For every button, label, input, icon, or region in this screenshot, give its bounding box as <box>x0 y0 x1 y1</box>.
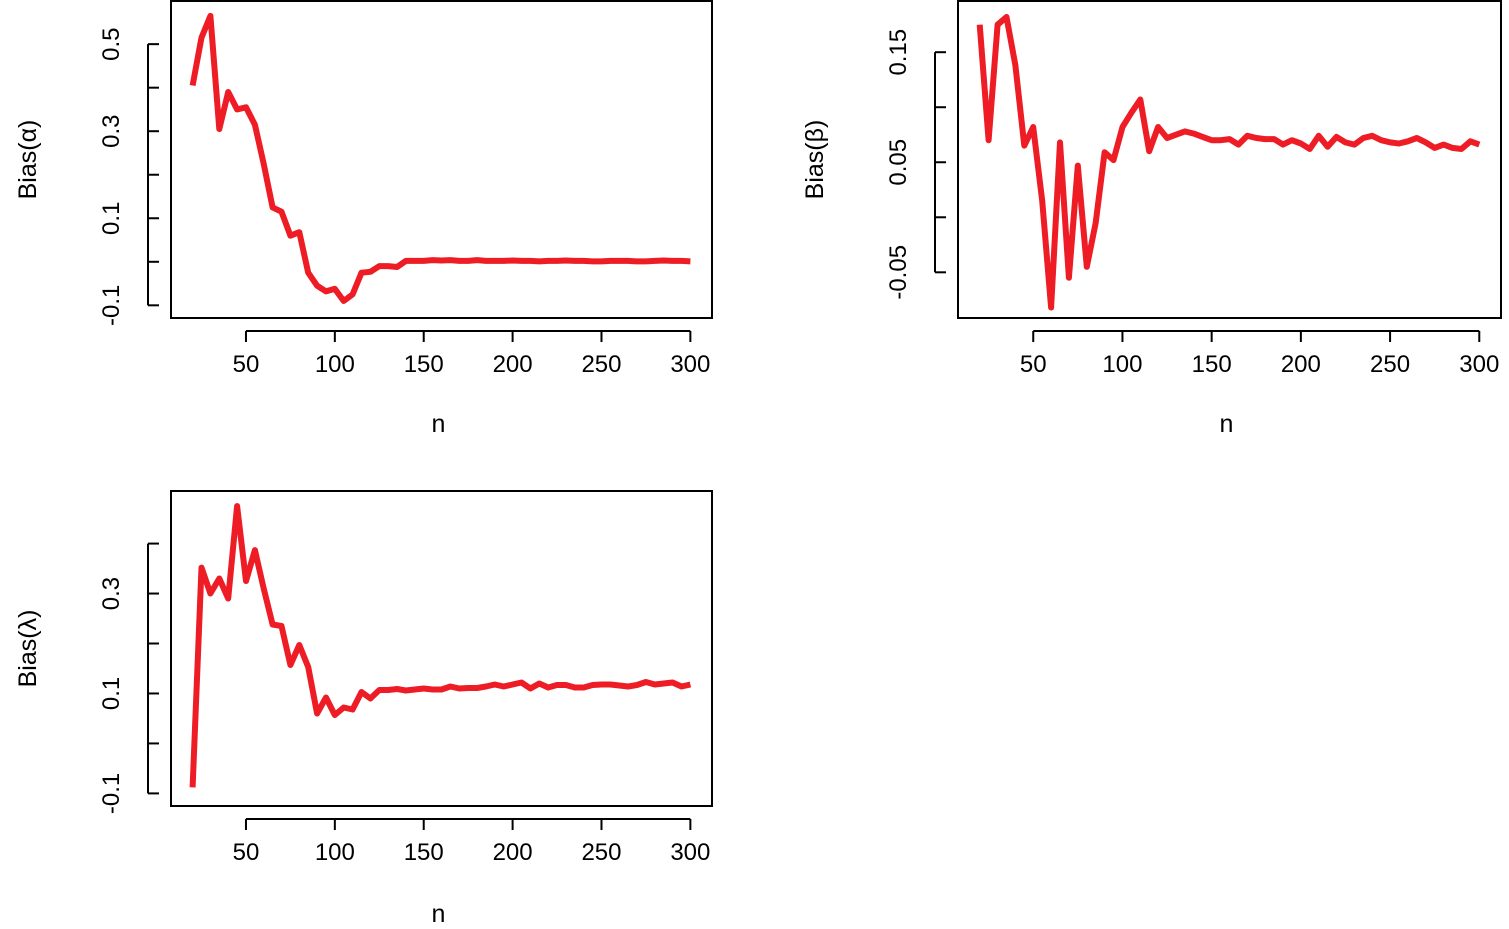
x-tick-label: 250 <box>581 839 621 866</box>
y-tick-label: -0.05 <box>885 245 912 300</box>
x-axis-title: n <box>432 410 446 438</box>
x-axis-title: n <box>432 900 446 928</box>
x-tick-label: 300 <box>670 839 710 866</box>
plot-frame <box>171 491 712 806</box>
x-tick-label: 50 <box>1020 351 1047 378</box>
x-tick-label: 250 <box>1370 351 1410 378</box>
y-tick-label: 0.15 <box>885 29 912 76</box>
y-axis-title: Bias(λ) <box>14 610 42 688</box>
x-tick-label: 200 <box>493 351 533 378</box>
series-line-1 <box>193 506 691 787</box>
chart-panel-1: 50 100 150 200 250 300 -0.1 0.1 0.3 0.5 n Bias(α) <box>14 1 712 438</box>
x-tick-label: 150 <box>404 351 444 378</box>
y-tick-label: 0.1 <box>98 677 125 710</box>
y-axis-title: Bias(β) <box>801 120 829 200</box>
y-tick-label: 0.5 <box>98 27 125 60</box>
x-tick-label: 150 <box>1192 351 1232 378</box>
y-tick-label: 0.1 <box>98 202 125 235</box>
plot-frame <box>171 1 712 318</box>
y-tick-label: -0.1 <box>98 773 125 814</box>
y-tick-label: 0.3 <box>98 115 125 148</box>
x-tick-label: 150 <box>404 839 444 866</box>
x-axis-title: n <box>1220 410 1234 438</box>
x-tick-label: 50 <box>233 351 260 378</box>
x-tick-label: 300 <box>1459 351 1499 378</box>
x-tick-label: 200 <box>1281 351 1321 378</box>
y-tick-label: 0.3 <box>98 577 125 610</box>
y-tick-label: -0.1 <box>98 285 125 326</box>
x-tick-label: 250 <box>581 351 621 378</box>
chart-panel-3: 50 100 150 200 250 300 -0.1 0.1 0.3 n Bias(λ) <box>14 491 712 928</box>
series-line-1 <box>193 16 691 301</box>
x-tick-label: 100 <box>315 351 355 378</box>
chart-panel-2: 50 100 150 200 250 300 -0.05 0.05 0.15 n Bias(β) <box>801 1 1501 438</box>
x-tick-label: 200 <box>493 839 533 866</box>
x-tick-label: 50 <box>233 839 260 866</box>
x-tick-label: 300 <box>670 351 710 378</box>
series-line-1 <box>980 17 1480 308</box>
y-axis-title: Bias(α) <box>14 120 42 200</box>
x-tick-label: 100 <box>1102 351 1142 378</box>
y-tick-label: 0.05 <box>885 139 912 186</box>
x-tick-label: 100 <box>315 839 355 866</box>
